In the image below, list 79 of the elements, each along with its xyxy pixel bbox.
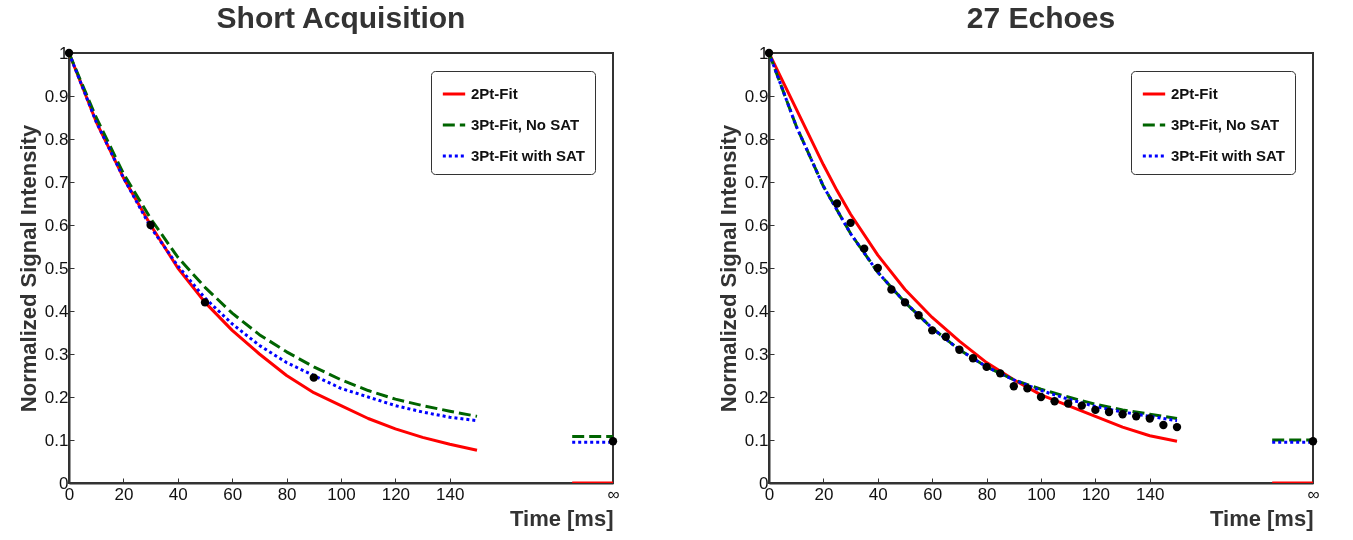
legend-label: 2Pt-Fit <box>471 85 518 102</box>
chart-title: Short Acquisition <box>216 1 466 34</box>
point <box>1104 407 1114 417</box>
x-tick-label: 60 <box>223 484 243 504</box>
x-tick-label: 20 <box>114 484 134 504</box>
point <box>832 199 842 208</box>
legend-label: 3Pt-Fit, No SAT <box>1171 116 1280 133</box>
point <box>955 345 964 354</box>
y-tick-label: 0.3 <box>44 344 69 364</box>
legend-label: 3Pt-Fit with SAT <box>471 147 585 164</box>
point <box>900 298 910 307</box>
point <box>846 218 855 228</box>
y-axis-title: Normalized Signal Intensity <box>15 124 41 413</box>
x-tick-label: 60 <box>923 484 943 504</box>
x-tick-label: 120 <box>381 484 411 504</box>
y-tick-label: 0.5 <box>44 258 69 278</box>
legend-label: 3Pt-Fit with SAT <box>1171 147 1285 164</box>
point <box>146 220 155 230</box>
point <box>309 373 318 382</box>
y-tick-label: 0.4 <box>744 301 769 321</box>
point <box>928 326 937 335</box>
point <box>608 437 618 446</box>
y-tick-label: 1 <box>759 43 769 63</box>
point <box>860 244 869 253</box>
y-tick-label: 1 <box>59 43 69 63</box>
y-tick-label: 0.8 <box>744 129 769 149</box>
y-tick-label: 0.1 <box>744 430 769 450</box>
point <box>1009 382 1018 391</box>
y-tick-label: 0.1 <box>44 430 69 450</box>
point <box>1077 401 1086 410</box>
y-tick-label: 0.6 <box>744 215 769 235</box>
point <box>1118 410 1127 419</box>
chart-title: 27 Echoes <box>966 1 1116 34</box>
point <box>996 369 1005 378</box>
legend-label: 2Pt-Fit <box>1171 85 1218 102</box>
point <box>941 332 950 341</box>
x-axis-title: Time [ms] <box>1209 505 1314 531</box>
point <box>968 354 978 363</box>
y-tick-label: 0.9 <box>44 86 69 106</box>
x-tick-label: 40 <box>868 484 888 504</box>
y-tick-label: 0.3 <box>744 344 769 364</box>
y-tick-label: 0.9 <box>744 86 769 106</box>
point <box>887 285 896 294</box>
point <box>1172 422 1182 432</box>
x-tick-label: 120 <box>1081 484 1111 504</box>
x-tick-label: 80 <box>977 484 997 504</box>
x-tick-label: ∞ <box>1307 484 1320 504</box>
point <box>200 298 210 307</box>
y-tick-label: 0.4 <box>44 301 69 321</box>
x-tick-label: 20 <box>814 484 834 504</box>
y-tick-label: 0.7 <box>744 172 769 192</box>
point <box>914 311 923 320</box>
point <box>1050 397 1059 406</box>
point <box>982 362 991 372</box>
point <box>1132 412 1141 421</box>
y-tick-label: 0.7 <box>44 172 69 192</box>
point <box>1308 437 1318 446</box>
x-axis-title: Time [ms] <box>509 505 614 531</box>
y-tick-label: 0.2 <box>44 387 69 407</box>
y-tick-label: 0.8 <box>44 129 69 149</box>
point <box>1023 384 1032 393</box>
y-tick-label: 0.2 <box>744 387 769 407</box>
point <box>1036 392 1046 402</box>
x-tick-label: 100 <box>1027 484 1056 504</box>
y-tick-label: 0.6 <box>44 215 69 235</box>
y-axis-title: Normalized Signal Intensity <box>715 124 741 413</box>
point <box>1159 420 1168 430</box>
x-tick-label: ∞ <box>607 484 620 504</box>
y-tick-label: 0.5 <box>744 258 769 278</box>
x-tick-label: 40 <box>168 484 188 504</box>
x-tick-label: 100 <box>327 484 356 504</box>
point <box>1145 414 1154 423</box>
legend-label: 3Pt-Fit, No SAT <box>471 116 580 133</box>
point <box>873 263 882 273</box>
x-tick-label: 140 <box>1136 484 1165 504</box>
x-tick-label: 140 <box>436 484 465 504</box>
x-tick-label: 80 <box>277 484 297 504</box>
point <box>1064 399 1073 408</box>
point <box>1091 405 1100 415</box>
